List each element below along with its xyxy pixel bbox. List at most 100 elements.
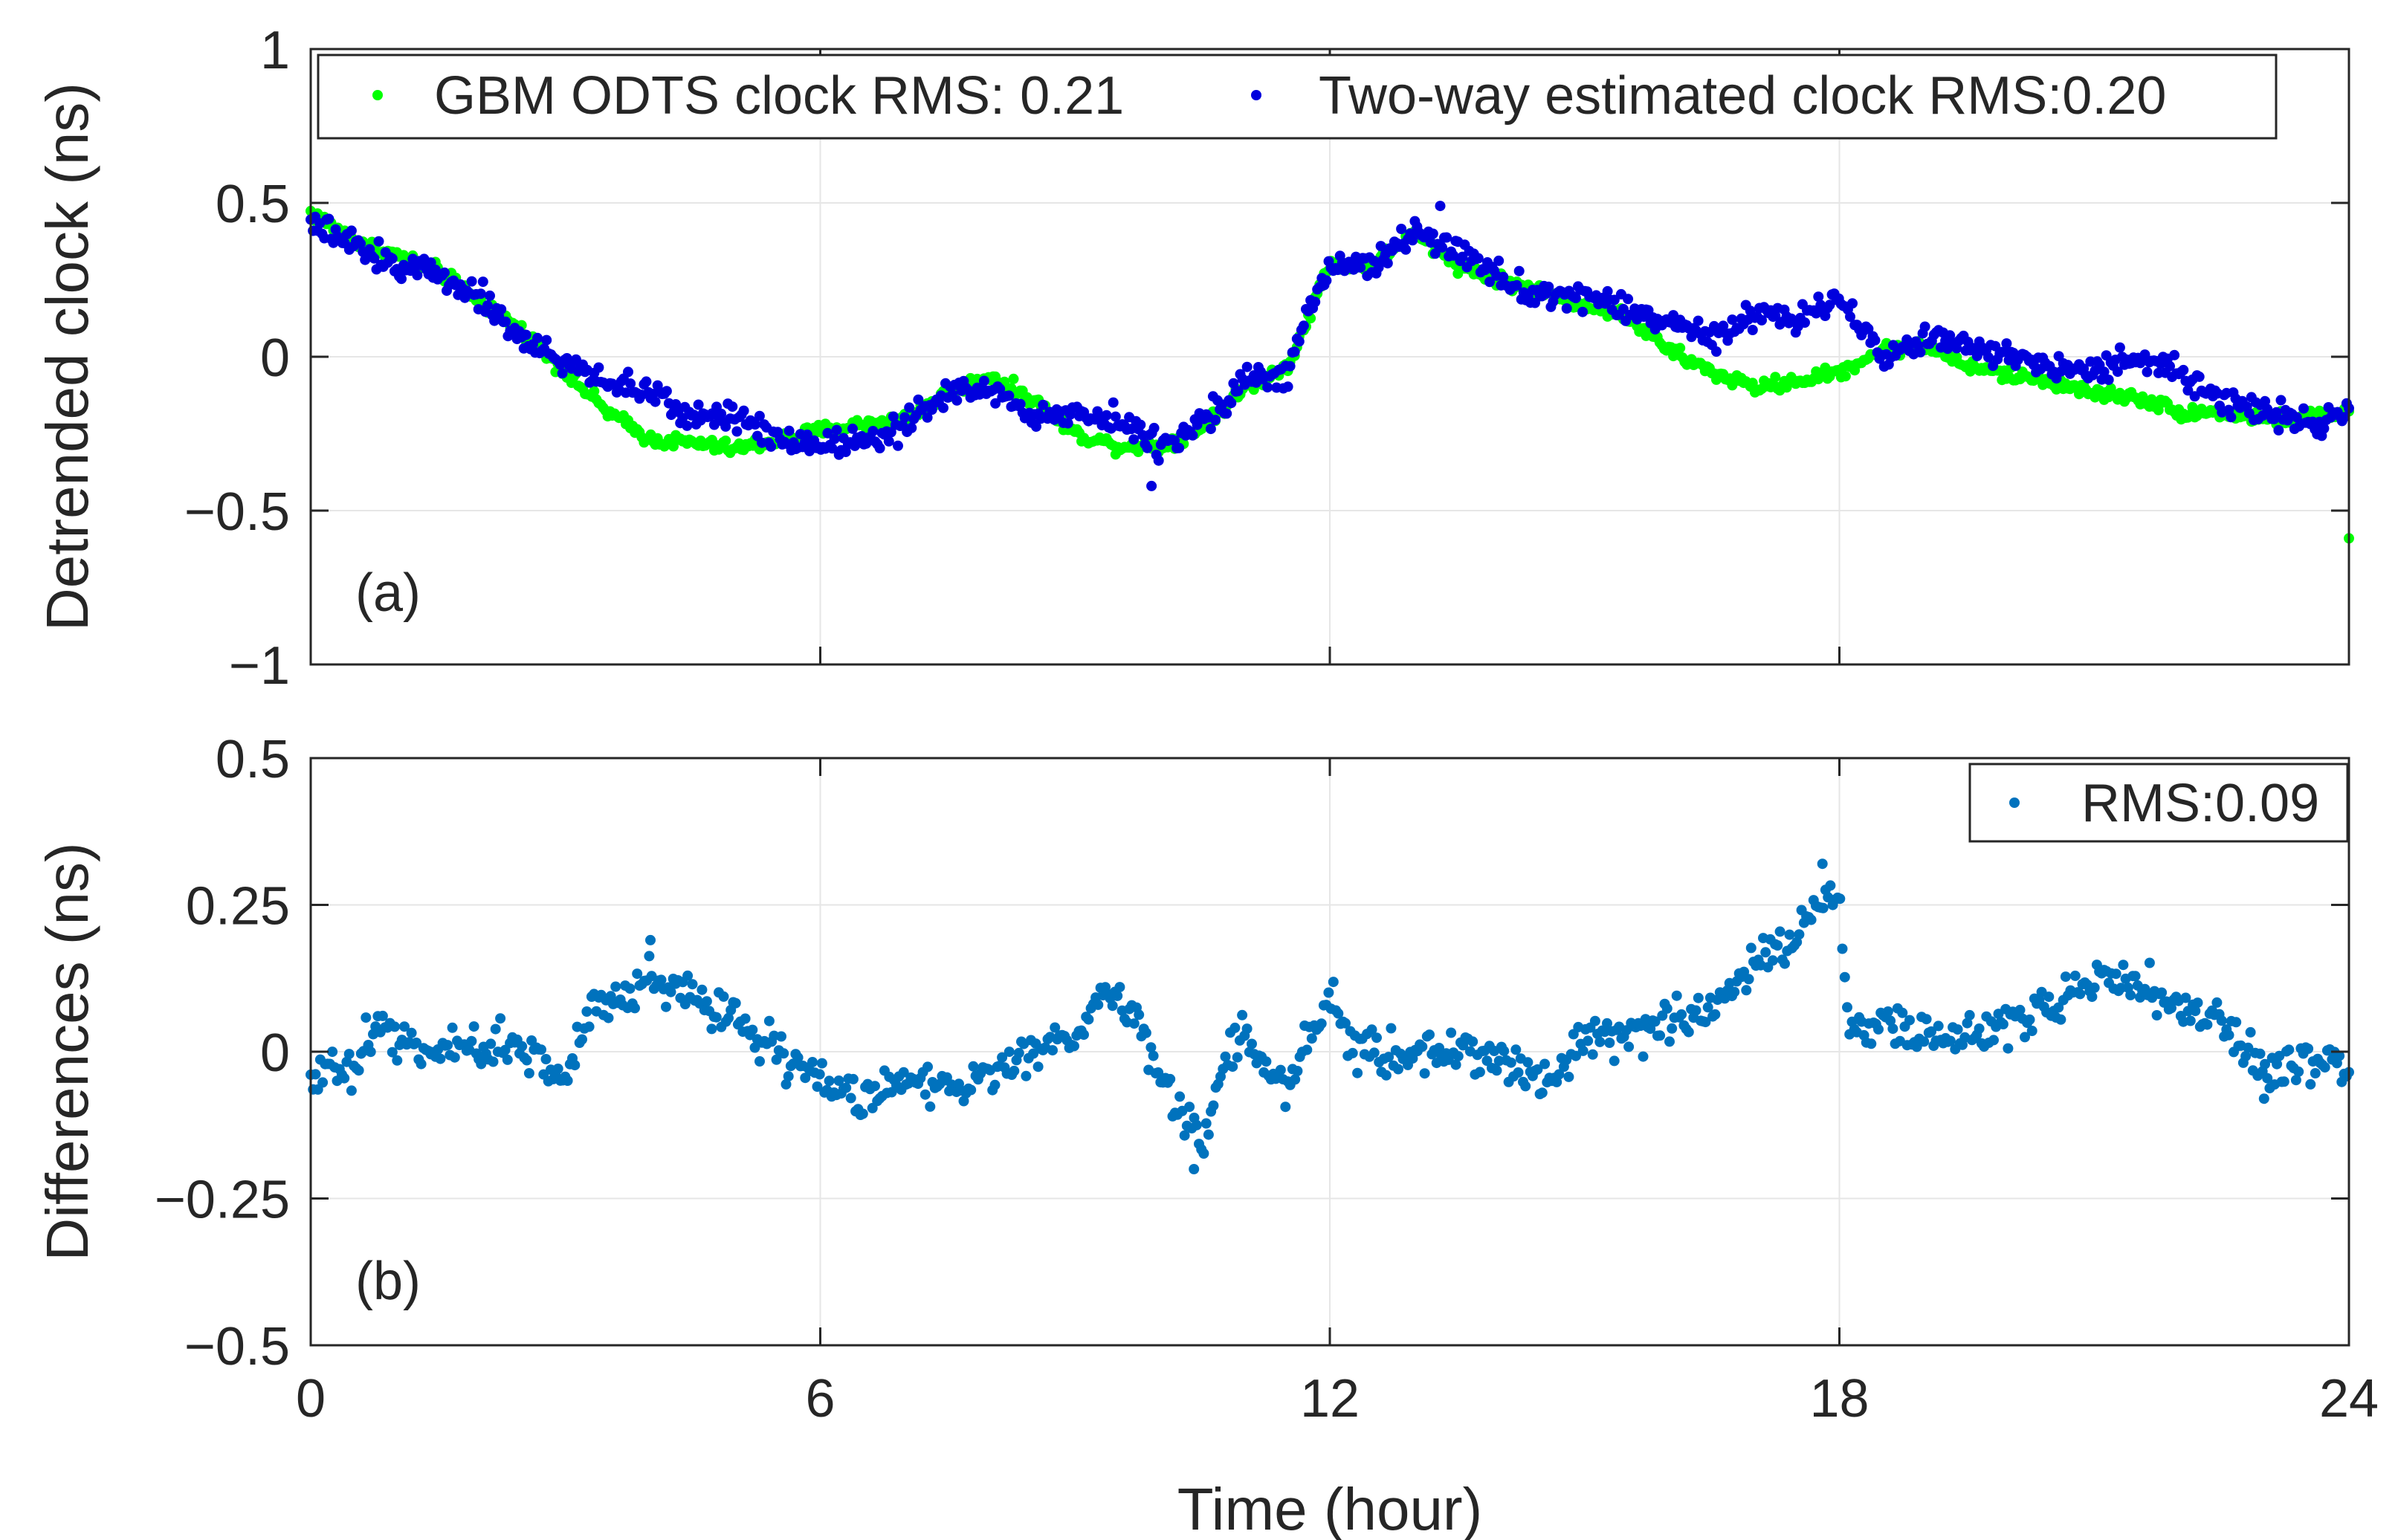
panel-b-y-axis-label: Differences (ns) (34, 842, 100, 1261)
legend-marker-two-way (1251, 90, 1261, 100)
data-point (2003, 1043, 2014, 1054)
data-point (665, 986, 676, 997)
data-point (1563, 1071, 1574, 1082)
data-point (623, 366, 633, 378)
data-point (1101, 410, 1112, 421)
data-point (1700, 1017, 1711, 1028)
data-point (1229, 1022, 1241, 1033)
data-point (687, 979, 698, 990)
data-point (2293, 1066, 2304, 1077)
legend-label-rms: RMS:0.09 (2081, 774, 2319, 833)
data-point (1174, 442, 1185, 453)
data-point (624, 983, 636, 994)
data-point (2223, 1029, 2234, 1041)
data-point (1571, 1050, 1581, 1061)
data-point (589, 386, 600, 397)
data-point (355, 238, 366, 249)
data-point (1407, 235, 1418, 246)
data-point (1009, 1065, 1020, 1076)
data-point-outlier (1817, 858, 1828, 870)
data-point (1945, 330, 1956, 341)
series-a-1 (306, 201, 2354, 491)
data-point (829, 433, 840, 444)
data-point (1128, 1018, 1140, 1029)
data-point (1247, 1038, 1257, 1049)
data-point (1911, 1041, 1922, 1052)
data-point (1587, 1049, 1598, 1060)
data-point (978, 375, 989, 386)
data-point (625, 378, 636, 389)
data-point (557, 368, 568, 379)
data-point (1145, 1042, 1157, 1053)
data-point (1310, 297, 1321, 308)
data-point (1474, 1067, 1485, 1078)
data-point (1690, 1005, 1701, 1016)
data-point (1290, 1074, 1301, 1085)
data-point (1446, 1027, 1457, 1038)
data-point (577, 1034, 587, 1045)
data-point-outlier (645, 934, 656, 945)
data-point (1887, 1023, 1898, 1035)
data-point (1015, 398, 1026, 410)
data-point (1292, 1066, 1303, 1076)
data-point (682, 970, 694, 981)
data-point (1499, 1046, 1510, 1057)
data-point (488, 1056, 499, 1067)
data-point (1393, 1064, 1403, 1075)
data-point (1711, 346, 1722, 357)
data-point (2271, 407, 2282, 418)
data-point (1667, 1023, 1678, 1034)
panel-a-legend: GBM ODTS clock RMS: 0.21 Two-way estimat… (317, 54, 2278, 140)
data-point (2026, 1026, 2037, 1036)
panel-a-y-axis-label: Detrended clock (ns) (34, 82, 100, 631)
data-point (1800, 317, 1810, 328)
data-point (1262, 382, 1273, 393)
data-point (1165, 1073, 1176, 1084)
data-point (1220, 1051, 1231, 1062)
data-point (1237, 1009, 1248, 1020)
data-point (706, 1023, 717, 1035)
data-point (716, 408, 727, 419)
data-point (1079, 1029, 1089, 1041)
data-point (1609, 1055, 1620, 1067)
data-point (650, 396, 661, 407)
data-point (1375, 241, 1386, 252)
data-point (2319, 1062, 2330, 1073)
data-point (1323, 987, 1334, 998)
data-point (1767, 955, 1778, 966)
data-point (2303, 1044, 2314, 1054)
data-point (310, 1069, 321, 1080)
data-point (1983, 352, 1994, 363)
data-point (406, 1027, 417, 1038)
data-point (1885, 1015, 1896, 1026)
panel-a-y-tick-label: −0.5 (184, 482, 290, 542)
data-point (390, 1021, 400, 1032)
data-point (1915, 346, 1926, 358)
data-point (2231, 1017, 2242, 1028)
data-point (870, 1081, 880, 1092)
data-point (682, 420, 693, 431)
data-point (1661, 1003, 1673, 1014)
data-point (1602, 1017, 1612, 1029)
data-point (2190, 1006, 2201, 1017)
data-point (1655, 1030, 1666, 1041)
data-point (2260, 395, 2271, 407)
data-point (517, 1041, 528, 1052)
data-point (1794, 929, 1805, 940)
data-point (1280, 1101, 1291, 1113)
data-point (1491, 1065, 1502, 1076)
data-point (581, 1006, 592, 1017)
data-point (1417, 1041, 1428, 1052)
data-point (1333, 1008, 1344, 1019)
data-point (1873, 1023, 1884, 1035)
panel-b-y-tick-label: 0.25 (186, 877, 290, 936)
data-point (841, 1082, 852, 1093)
data-point (449, 1052, 460, 1063)
data-point (913, 394, 924, 405)
data-point (632, 968, 643, 980)
data-point (2187, 401, 2198, 412)
legend-label-two-way: Two-way estimated clock RMS:0.20 (1319, 66, 2166, 126)
data-point (412, 270, 423, 281)
data-point (1498, 271, 1509, 282)
data-point-outlier (1189, 1164, 1200, 1174)
